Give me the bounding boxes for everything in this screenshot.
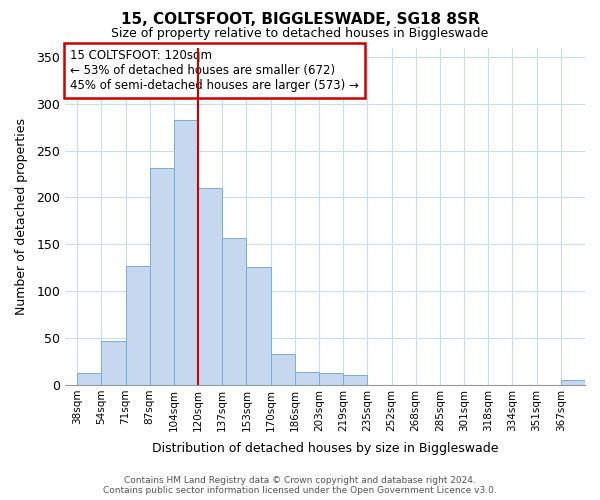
- Bar: [295, 372, 319, 384]
- Bar: [77, 374, 101, 384]
- Text: Contains HM Land Registry data © Crown copyright and database right 2024.
Contai: Contains HM Land Registry data © Crown c…: [103, 476, 497, 495]
- Bar: [319, 374, 343, 384]
- X-axis label: Distribution of detached houses by size in Biggleswade: Distribution of detached houses by size …: [152, 442, 498, 455]
- Text: 15, COLTSFOOT, BIGGLESWADE, SG18 8SR: 15, COLTSFOOT, BIGGLESWADE, SG18 8SR: [121, 12, 479, 28]
- Bar: [101, 340, 125, 384]
- Y-axis label: Number of detached properties: Number of detached properties: [15, 118, 28, 314]
- Bar: [150, 168, 174, 384]
- Bar: [174, 120, 198, 384]
- Text: Size of property relative to detached houses in Biggleswade: Size of property relative to detached ho…: [112, 28, 488, 40]
- Bar: [198, 188, 222, 384]
- Bar: [343, 375, 367, 384]
- Text: 15 COLTSFOOT: 120sqm
← 53% of detached houses are smaller (672)
45% of semi-deta: 15 COLTSFOOT: 120sqm ← 53% of detached h…: [70, 49, 359, 92]
- Bar: [125, 266, 150, 384]
- Bar: [247, 266, 271, 384]
- Bar: [561, 380, 585, 384]
- Bar: [271, 354, 295, 384]
- Bar: [222, 238, 247, 384]
